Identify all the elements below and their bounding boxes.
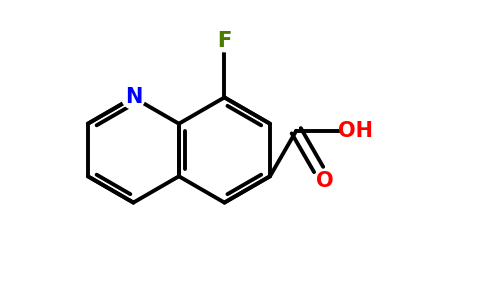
Circle shape	[122, 86, 145, 109]
Text: F: F	[217, 31, 231, 51]
Text: N: N	[125, 87, 142, 107]
Text: F: F	[217, 31, 231, 51]
Circle shape	[214, 31, 235, 52]
Text: OH: OH	[338, 121, 373, 141]
Text: O: O	[316, 171, 334, 191]
